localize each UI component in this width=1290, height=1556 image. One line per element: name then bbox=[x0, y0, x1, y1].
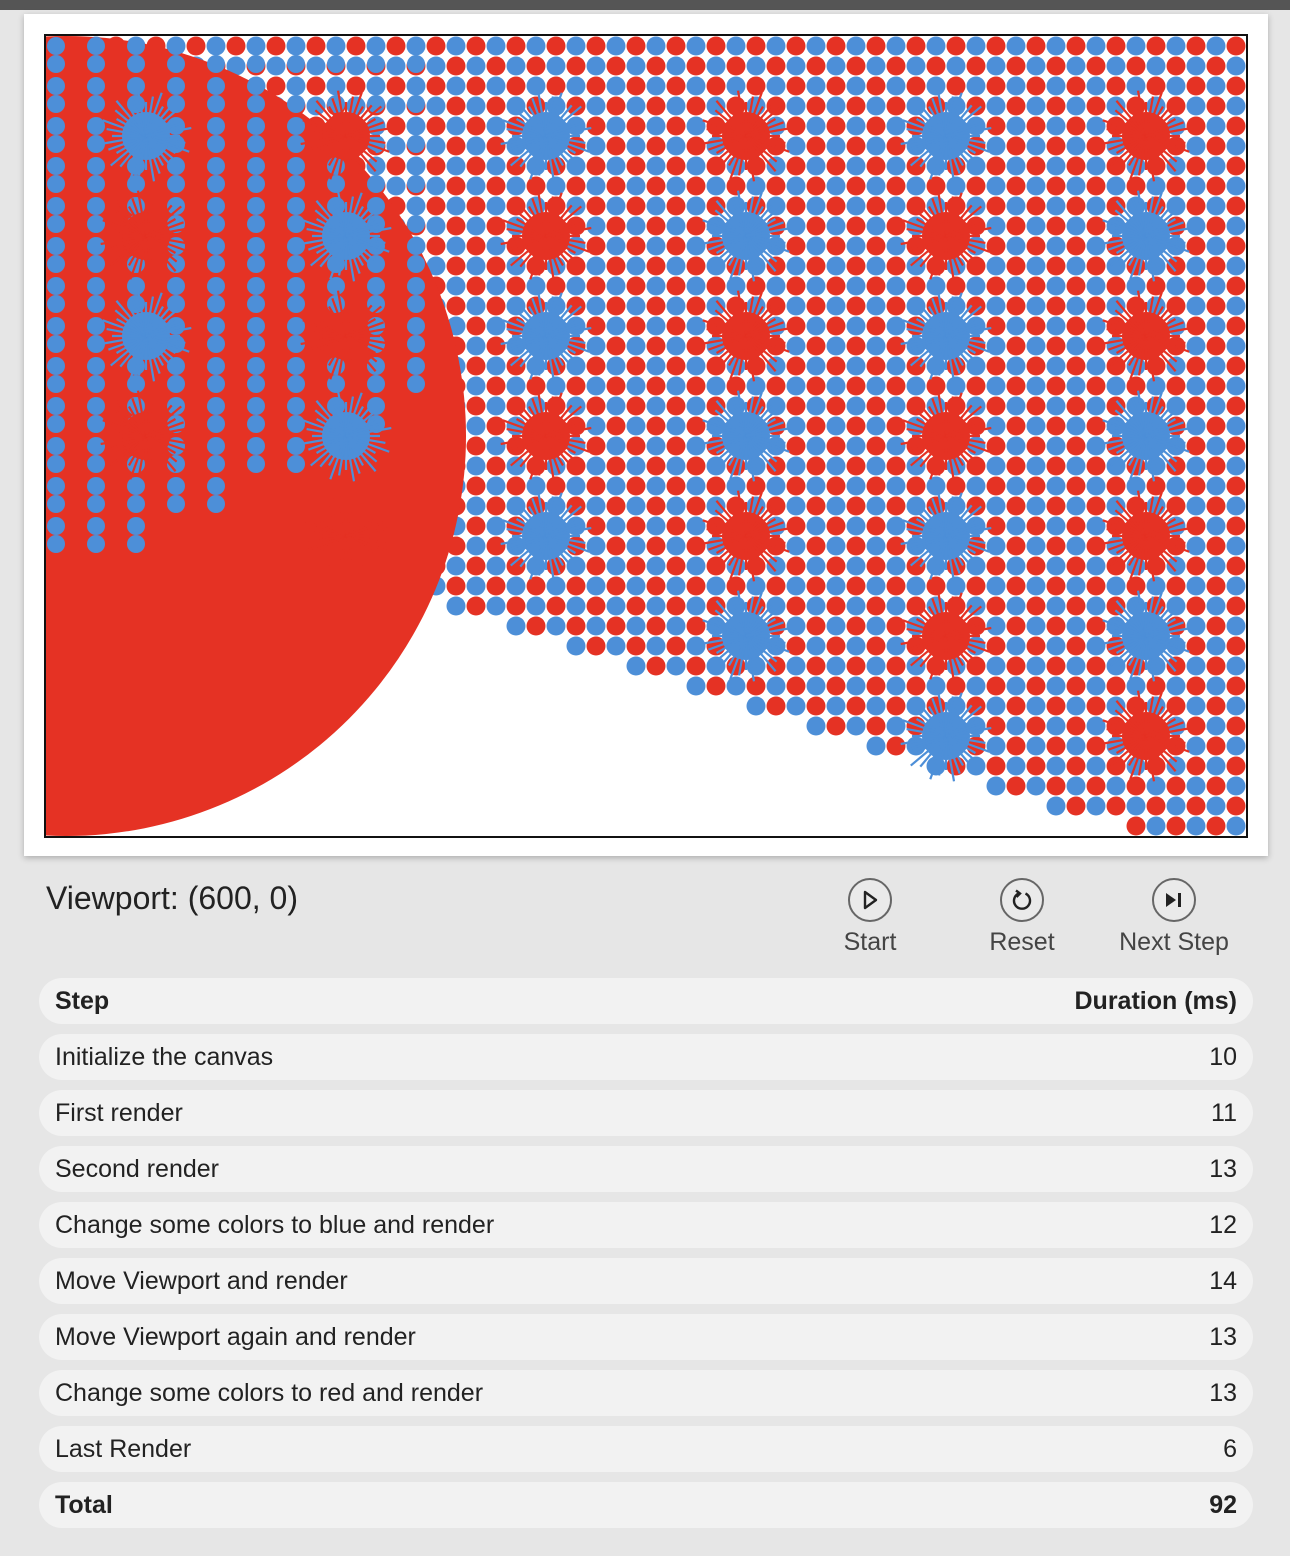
total-duration: 92 bbox=[1209, 1490, 1237, 1519]
table-row: Last Render 6 bbox=[39, 1426, 1253, 1472]
reset-button[interactable]: Reset bbox=[952, 878, 1092, 957]
duration-cell: 11 bbox=[1211, 1098, 1237, 1127]
table-header: Step Duration (ms) bbox=[39, 978, 1253, 1024]
render-canvas-art bbox=[46, 36, 1246, 836]
step-cell: Move Viewport again and render bbox=[55, 1322, 416, 1351]
table-row: First render 11 bbox=[39, 1090, 1253, 1136]
duration-cell: 10 bbox=[1209, 1042, 1237, 1071]
step-cell: Change some colors to red and render bbox=[55, 1378, 484, 1407]
duration-cell: 6 bbox=[1223, 1434, 1237, 1463]
start-label: Start bbox=[843, 928, 897, 956]
render-canvas[interactable] bbox=[44, 34, 1248, 838]
duration-cell: 13 bbox=[1209, 1322, 1237, 1351]
step-cell: Change some colors to blue and render bbox=[55, 1210, 495, 1239]
step-column-header: Step bbox=[55, 986, 110, 1015]
play-icon bbox=[848, 878, 892, 922]
reset-label: Reset bbox=[989, 928, 1055, 956]
viewport-label: Viewport: (600, 0) bbox=[46, 880, 298, 916]
table-total-row: Total 92 bbox=[39, 1482, 1253, 1528]
step-cell: Second render bbox=[55, 1154, 220, 1183]
duration-cell: 14 bbox=[1209, 1266, 1237, 1295]
table-row: Move Viewport and render 14 bbox=[39, 1258, 1253, 1304]
timing-table: Step Duration (ms) Initialize the canvas… bbox=[39, 978, 1253, 1538]
total-label: Total bbox=[55, 1490, 113, 1519]
table-row: Change some colors to blue and render 12 bbox=[39, 1202, 1253, 1248]
duration-cell: 13 bbox=[1209, 1154, 1237, 1183]
duration-cell: 13 bbox=[1209, 1378, 1237, 1407]
start-button[interactable]: Start bbox=[800, 878, 940, 957]
duration-cell: 12 bbox=[1209, 1210, 1237, 1239]
next-step-button[interactable]: Next Step bbox=[1104, 878, 1244, 957]
step-cell: Initialize the canvas bbox=[55, 1042, 274, 1071]
canvas-card bbox=[24, 14, 1268, 856]
skip-next-icon bbox=[1152, 878, 1196, 922]
window-top-bar bbox=[0, 0, 1290, 10]
table-row: Change some colors to red and render 13 bbox=[39, 1370, 1253, 1416]
step-cell: Move Viewport and render bbox=[55, 1266, 348, 1295]
duration-column-header: Duration (ms) bbox=[1074, 986, 1238, 1015]
table-row: Second render 13 bbox=[39, 1146, 1253, 1192]
next-step-label: Next Step bbox=[1119, 928, 1229, 956]
table-row: Initialize the canvas 10 bbox=[39, 1034, 1253, 1080]
step-cell: Last Render bbox=[55, 1434, 192, 1463]
step-cell: First render bbox=[55, 1098, 183, 1127]
reset-icon bbox=[1000, 878, 1044, 922]
table-row: Move Viewport again and render 13 bbox=[39, 1314, 1253, 1360]
